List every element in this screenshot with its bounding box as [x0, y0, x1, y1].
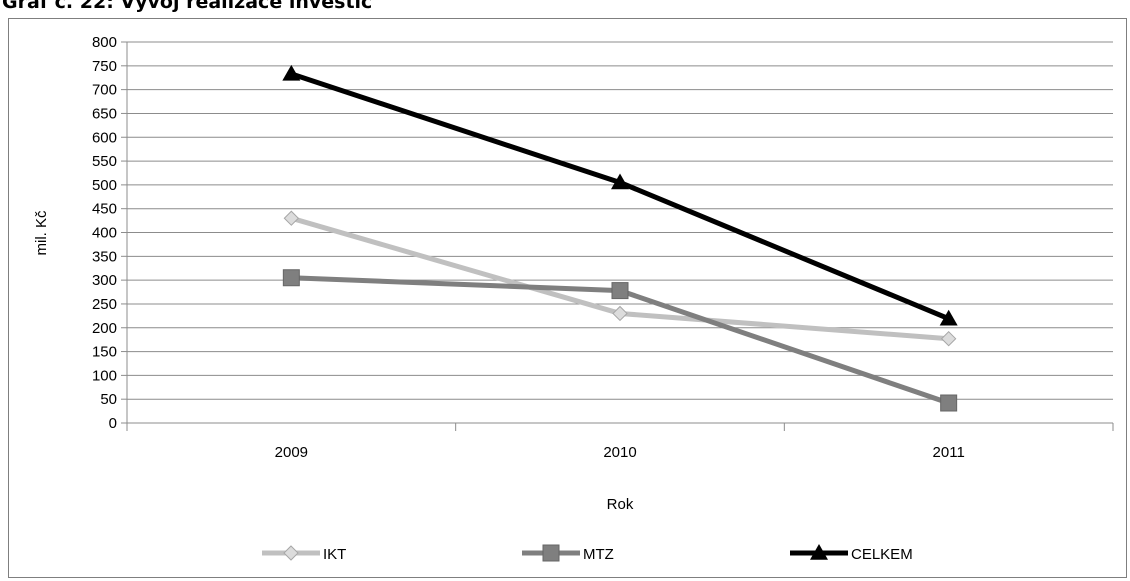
legend-marker-celkem	[810, 544, 828, 560]
y-tick-label: 400	[92, 225, 117, 242]
y-tick-label: 700	[92, 82, 117, 99]
data-point-celkem	[282, 64, 301, 81]
data-point-ikt	[283, 210, 300, 226]
x-axis-title: Rok	[607, 496, 634, 513]
data-point-celkem	[939, 309, 958, 326]
y-tick-label: 150	[92, 344, 117, 361]
data-point-celkem	[611, 173, 629, 190]
y-tick-label: 250	[92, 296, 117, 313]
y-tick-label: 450	[92, 201, 117, 218]
y-tick-label: 200	[92, 320, 117, 337]
y-tick-label: 300	[92, 272, 117, 289]
y-tick-label: 50	[100, 391, 117, 408]
y-tick-label: 100	[92, 367, 117, 384]
legend-label-ikt: IKT	[323, 546, 346, 563]
legend-label-celkem: CELKEM	[851, 546, 913, 563]
y-tick-label: 800	[92, 34, 117, 51]
legend-marker-ikt	[283, 545, 299, 561]
y-tick-label: 350	[92, 248, 117, 265]
y-tick-label: 650	[92, 105, 117, 122]
y-axis-title: mil. Kč	[33, 210, 50, 256]
y-tick-label: 750	[92, 58, 117, 75]
y-tick-label: 550	[92, 153, 117, 170]
caption-text: : Vývoj realizace investic	[106, 0, 373, 13]
data-point-ikt	[940, 330, 957, 347]
y-tick-label: 0	[109, 415, 117, 432]
x-tick-label: 2011	[933, 444, 965, 461]
data-point-mtz	[611, 282, 629, 300]
legend-marker-mtz	[542, 544, 560, 562]
caption-label: Graf č. 22	[2, 0, 107, 13]
data-point-ikt	[612, 305, 628, 322]
data-point-mtz	[282, 269, 300, 287]
x-tick-label: 2009	[275, 444, 308, 461]
y-tick-label: 600	[92, 129, 117, 146]
data-point-mtz	[940, 394, 958, 412]
x-tick-label: 2010	[603, 444, 636, 461]
legend-label-mtz: MTZ	[583, 546, 614, 563]
chart-caption: Graf č. 22: Vývoj realizace investic	[2, 0, 372, 13]
y-tick-label: 500	[92, 177, 117, 194]
